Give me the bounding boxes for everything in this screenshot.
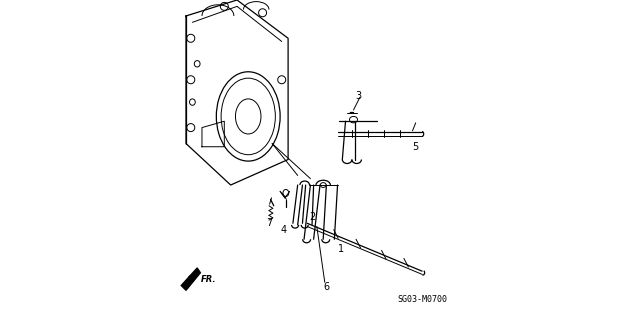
Text: 6: 6 [323, 282, 330, 292]
Text: 7: 7 [266, 218, 272, 228]
Text: 1: 1 [338, 244, 344, 254]
Text: 4: 4 [280, 225, 286, 235]
Text: 2: 2 [309, 212, 315, 222]
Text: SG03-M0700: SG03-M0700 [397, 295, 447, 304]
Polygon shape [181, 268, 200, 290]
Text: FR.: FR. [200, 275, 216, 284]
Text: 3: 3 [355, 91, 362, 101]
Text: 5: 5 [413, 142, 419, 152]
